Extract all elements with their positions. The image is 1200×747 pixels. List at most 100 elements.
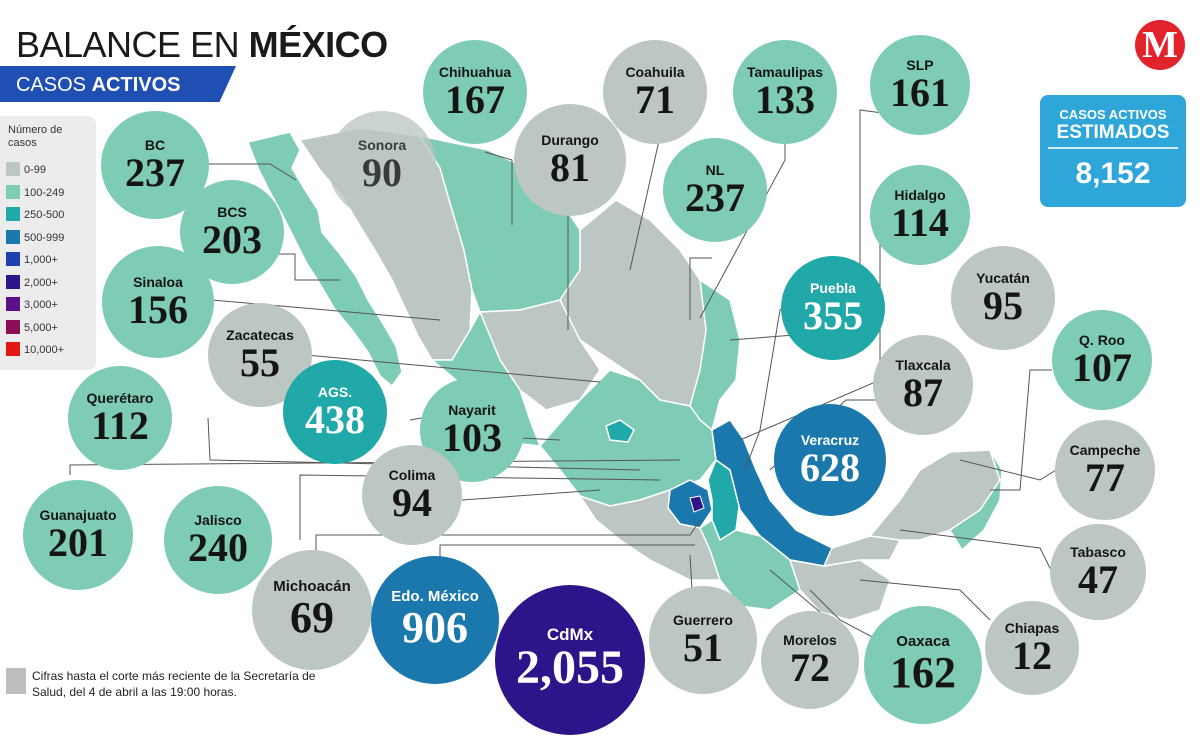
state-value: 628 [800, 445, 860, 490]
region-ags [605, 419, 635, 443]
subtitle-part-a: CASOS [16, 74, 87, 96]
state-value: 107 [1072, 345, 1132, 390]
legend-item: 100-249 [6, 184, 65, 201]
state-value: 203 [202, 217, 262, 262]
legend-swatch [6, 207, 20, 221]
legend-title: Número de casos [8, 124, 63, 149]
state-value: 237 [125, 150, 185, 195]
state-value: 103 [442, 415, 502, 460]
state-bubble: Edo. México 906 [371, 556, 499, 684]
state-bubble: NL 237 [663, 138, 767, 242]
state-value: 114 [891, 200, 949, 245]
state-value: 90 [362, 150, 402, 195]
state-value: 72 [790, 645, 830, 690]
state-name: Puebla [810, 280, 856, 296]
state-bubble: Puebla 355 [781, 256, 885, 360]
state-bubble: Sonora 90 [328, 111, 436, 219]
state-name: Guerrero [673, 612, 733, 628]
region-bc [246, 131, 403, 388]
state-value: 71 [635, 77, 675, 122]
state-name: BC [144, 137, 166, 153]
subtitle-part-b: ACTIVOS [91, 74, 181, 96]
state-bubble: Guerrero 51 [649, 586, 757, 694]
state-name: Tamaulipas [747, 64, 823, 80]
legend-label: 100-249 [24, 186, 65, 199]
legend-label: 500-999 [24, 231, 65, 244]
state-value: 77 [1085, 455, 1125, 500]
legend-item: 5,000+ [6, 319, 58, 336]
state-name: CdMx [546, 625, 594, 644]
state-bubble: Zacatecas 55 [208, 303, 312, 407]
legend-swatch [6, 162, 20, 176]
state-name: Tabasco [1070, 544, 1126, 560]
estimated-divider [1048, 147, 1178, 149]
state-value: 94 [392, 480, 432, 525]
state-bubble: Tlaxcala 87 [873, 335, 973, 435]
state-value: 162 [890, 648, 956, 697]
legend-item: 500-999 [6, 229, 65, 246]
state-value: 112 [91, 403, 149, 448]
state-bubble: Querétaro 112 [68, 366, 172, 470]
page-title: BALANCE EN MÉXICO [16, 24, 388, 66]
state-name: Sonora [357, 137, 407, 153]
state-name: Zacatecas [226, 327, 294, 343]
state-name: Chihuahua [438, 64, 512, 80]
state-value: 133 [755, 77, 815, 122]
state-bubble: Colima 94 [362, 445, 462, 545]
legend-label: 0-99 [24, 164, 47, 176]
state-name: Coahuila [625, 64, 685, 80]
state-name: Durango [541, 132, 599, 148]
state-name: Hidalgo [894, 187, 946, 203]
subtitle-bar [0, 66, 236, 102]
region-cdmx [689, 495, 705, 513]
state-bubble: Chihuahua 167 [423, 40, 527, 144]
state-bubble: AGS. 438 [283, 360, 387, 464]
legend-item: 250-500 [6, 207, 64, 223]
state-value: 240 [188, 525, 248, 570]
footnote-marker [6, 668, 26, 694]
state-bubble: Coahuila 71 [603, 40, 707, 144]
state-name: Oaxaca [896, 633, 950, 650]
state-bubble: Sinaloa 156 [102, 246, 214, 358]
state-name: Veracruz [800, 432, 860, 448]
state-bubble: Hidalgo 114 [870, 165, 970, 265]
state-name: Campeche [1069, 442, 1141, 458]
state-value: 167 [445, 77, 505, 122]
state-value: 156 [128, 287, 188, 332]
state-value: 95 [983, 283, 1023, 328]
state-name: Yucatán [976, 270, 1030, 286]
state-bubble: Yucatán 95 [951, 246, 1055, 350]
state-name: Colima [388, 467, 436, 483]
legend-item: 3,000+ [6, 297, 58, 313]
title-part-b: MÉXICO [248, 24, 389, 65]
subtitle: CASOS ACTIVOS [16, 74, 181, 97]
legend-label: 250-500 [24, 209, 65, 221]
state-name: Tlaxcala [895, 357, 951, 373]
legend-swatch [6, 297, 20, 311]
state-name: Edo. México [391, 588, 479, 605]
state-name: Q. Roo [1079, 332, 1125, 348]
state-bubble: Durango 81 [514, 104, 626, 216]
state-bubble: Jalisco 240 [164, 486, 272, 594]
state-value: 47 [1078, 557, 1118, 602]
legend-swatch [6, 274, 20, 289]
state-name: NL [705, 162, 725, 178]
legend-label: 1,000+ [24, 254, 58, 266]
state-value: 51 [683, 625, 723, 670]
state-bubble: BCS 203 [180, 180, 284, 284]
legend: Número de casos 0-99 100-249 250-500 500-99… [0, 116, 96, 370]
legend-swatch [6, 252, 20, 266]
legend-swatch [6, 229, 20, 244]
state-bubble: Oaxaca 162 [864, 606, 982, 724]
estimated-label-2: ESTIMADOS [1056, 122, 1170, 143]
state-name: Nayarit [448, 402, 496, 418]
state-value: 55 [240, 340, 280, 385]
state-bubble: SLP 161 [870, 35, 970, 135]
state-name: Jalisco [194, 512, 242, 528]
legend-item: 10,000+ [6, 342, 64, 358]
state-name: Michoacán [273, 578, 351, 595]
state-value: 69 [290, 593, 334, 642]
state-name: AGS. [317, 384, 353, 400]
state-bubble: Veracruz 628 [774, 404, 886, 516]
milenio-logo: M [1135, 20, 1185, 70]
